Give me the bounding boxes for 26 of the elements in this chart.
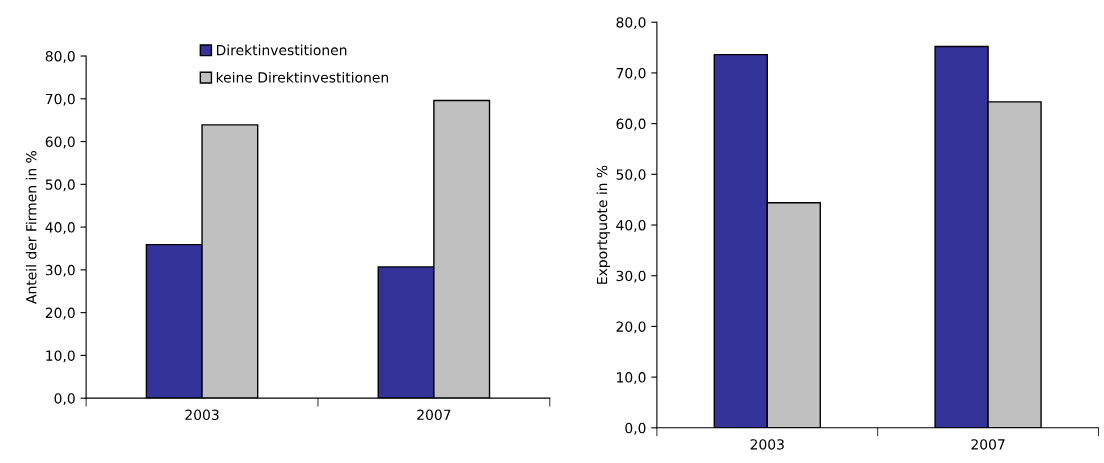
y-tick-label: 10,0 xyxy=(617,372,646,384)
legend-label: Direktinvestitionen xyxy=(216,44,347,56)
y-tick-label: 10,0 xyxy=(46,350,75,363)
y-tick-label: 50,0 xyxy=(616,169,646,182)
y-tick-label: 70,0 xyxy=(616,67,646,80)
y-axis-title: Exportquote in % xyxy=(596,165,610,284)
y-tick-label: 70,0 xyxy=(45,93,75,106)
y-tick-label: 50,0 xyxy=(45,179,75,192)
x-tick-label: 2007 xyxy=(971,439,1005,450)
legend-label: keine Direktinvestitionen xyxy=(216,71,389,83)
x-tick-label: 2003 xyxy=(750,439,784,450)
y-tick-label: 20,0 xyxy=(616,321,646,334)
y-tick-label: 30,0 xyxy=(616,270,646,283)
y-tick-label: 80,0 xyxy=(45,50,75,63)
y-tick-label: 0,0 xyxy=(54,393,75,406)
y-axis-title: Anteil der Firmen in % xyxy=(25,150,37,304)
y-tick-label: 20,0 xyxy=(45,307,75,320)
y-tick-label: 60,0 xyxy=(45,136,75,149)
y-tick-label: 30,0 xyxy=(45,264,75,277)
x-tick-label: 2003 xyxy=(185,409,219,421)
x-tick-label: 2007 xyxy=(417,409,451,421)
y-tick-label: 60,0 xyxy=(616,118,646,131)
y-tick-label: 80,0 xyxy=(616,17,646,30)
y-tick-label: 40,0 xyxy=(616,219,646,232)
y-tick-label: 40,0 xyxy=(45,222,75,234)
y-tick-label: 0,0 xyxy=(625,422,646,435)
